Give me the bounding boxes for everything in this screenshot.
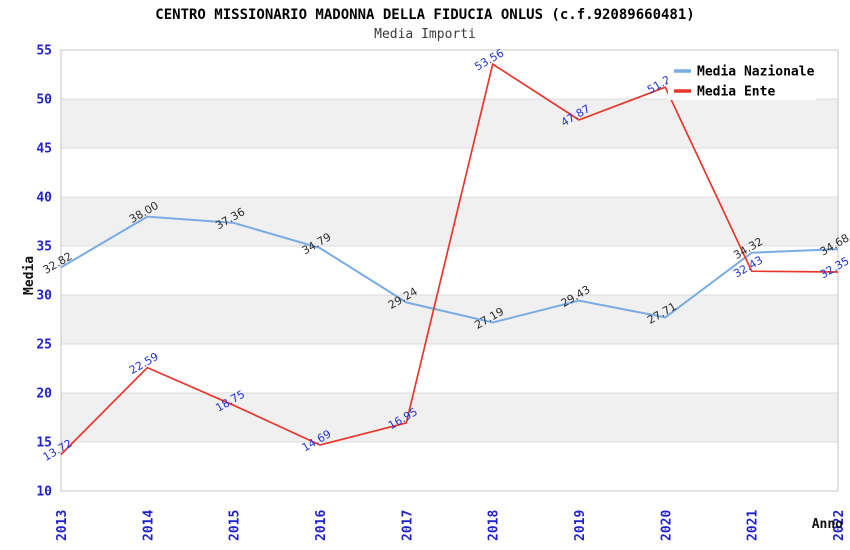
legend-background: [668, 56, 816, 100]
legend-label: Media Nazionale: [697, 65, 815, 80]
y-tick-label: 20: [36, 387, 52, 402]
y-tick-label: 30: [36, 289, 52, 304]
data-label: 32.35: [818, 254, 850, 281]
x-tick-label: 2016: [314, 510, 329, 541]
x-tick-label: 2014: [141, 510, 156, 541]
y-axis-title: Media: [22, 256, 37, 295]
y-tick-label: 35: [36, 240, 52, 255]
x-tick-label: 2021: [746, 510, 761, 541]
band: [61, 197, 838, 246]
x-tick-label: 2015: [228, 510, 243, 541]
x-tick-label: 2022: [832, 510, 847, 541]
x-axis-ticks: 2013 2014 2015 2016 2017 2018 2019 2020 2021 2022: [55, 510, 847, 541]
legend: Media Nazionale Media Ente: [668, 56, 816, 100]
series-line-media-nazionale: [60, 215, 839, 324]
plot-background-bands: [61, 99, 838, 442]
plot-border: [60, 49, 839, 492]
y-tick-label: 40: [36, 191, 52, 206]
x-tick-label: 2013: [55, 510, 70, 541]
y-tick-label: 25: [36, 338, 52, 353]
y-tick-label: 55: [36, 44, 52, 59]
x-tick-label: 2017: [400, 510, 415, 541]
data-label: 22.59: [127, 350, 161, 377]
y-axis-ticks: 10 15 20 25 30 35 40 45 50 55: [36, 44, 52, 500]
y-tick-label: 15: [36, 436, 52, 451]
y-tick-label: 50: [36, 93, 52, 108]
x-tick-label: 2020: [659, 510, 674, 541]
band: [61, 393, 838, 442]
band: [61, 295, 838, 344]
series-line-media-ente: [60, 62, 839, 456]
x-tick-label: 2019: [573, 510, 588, 541]
y-tick-label: 10: [36, 485, 52, 500]
chart-title: CENTRO MISSIONARIO MADONNA DELLA FIDUCIA…: [155, 7, 695, 23]
y-tick-label: 45: [36, 142, 52, 157]
x-tick-label: 2018: [487, 510, 502, 541]
band: [61, 99, 838, 148]
legend-label: Media Ente: [697, 85, 775, 100]
chart-subtitle: Media Importi: [374, 27, 476, 42]
x-axis-title: Anno: [812, 517, 843, 532]
